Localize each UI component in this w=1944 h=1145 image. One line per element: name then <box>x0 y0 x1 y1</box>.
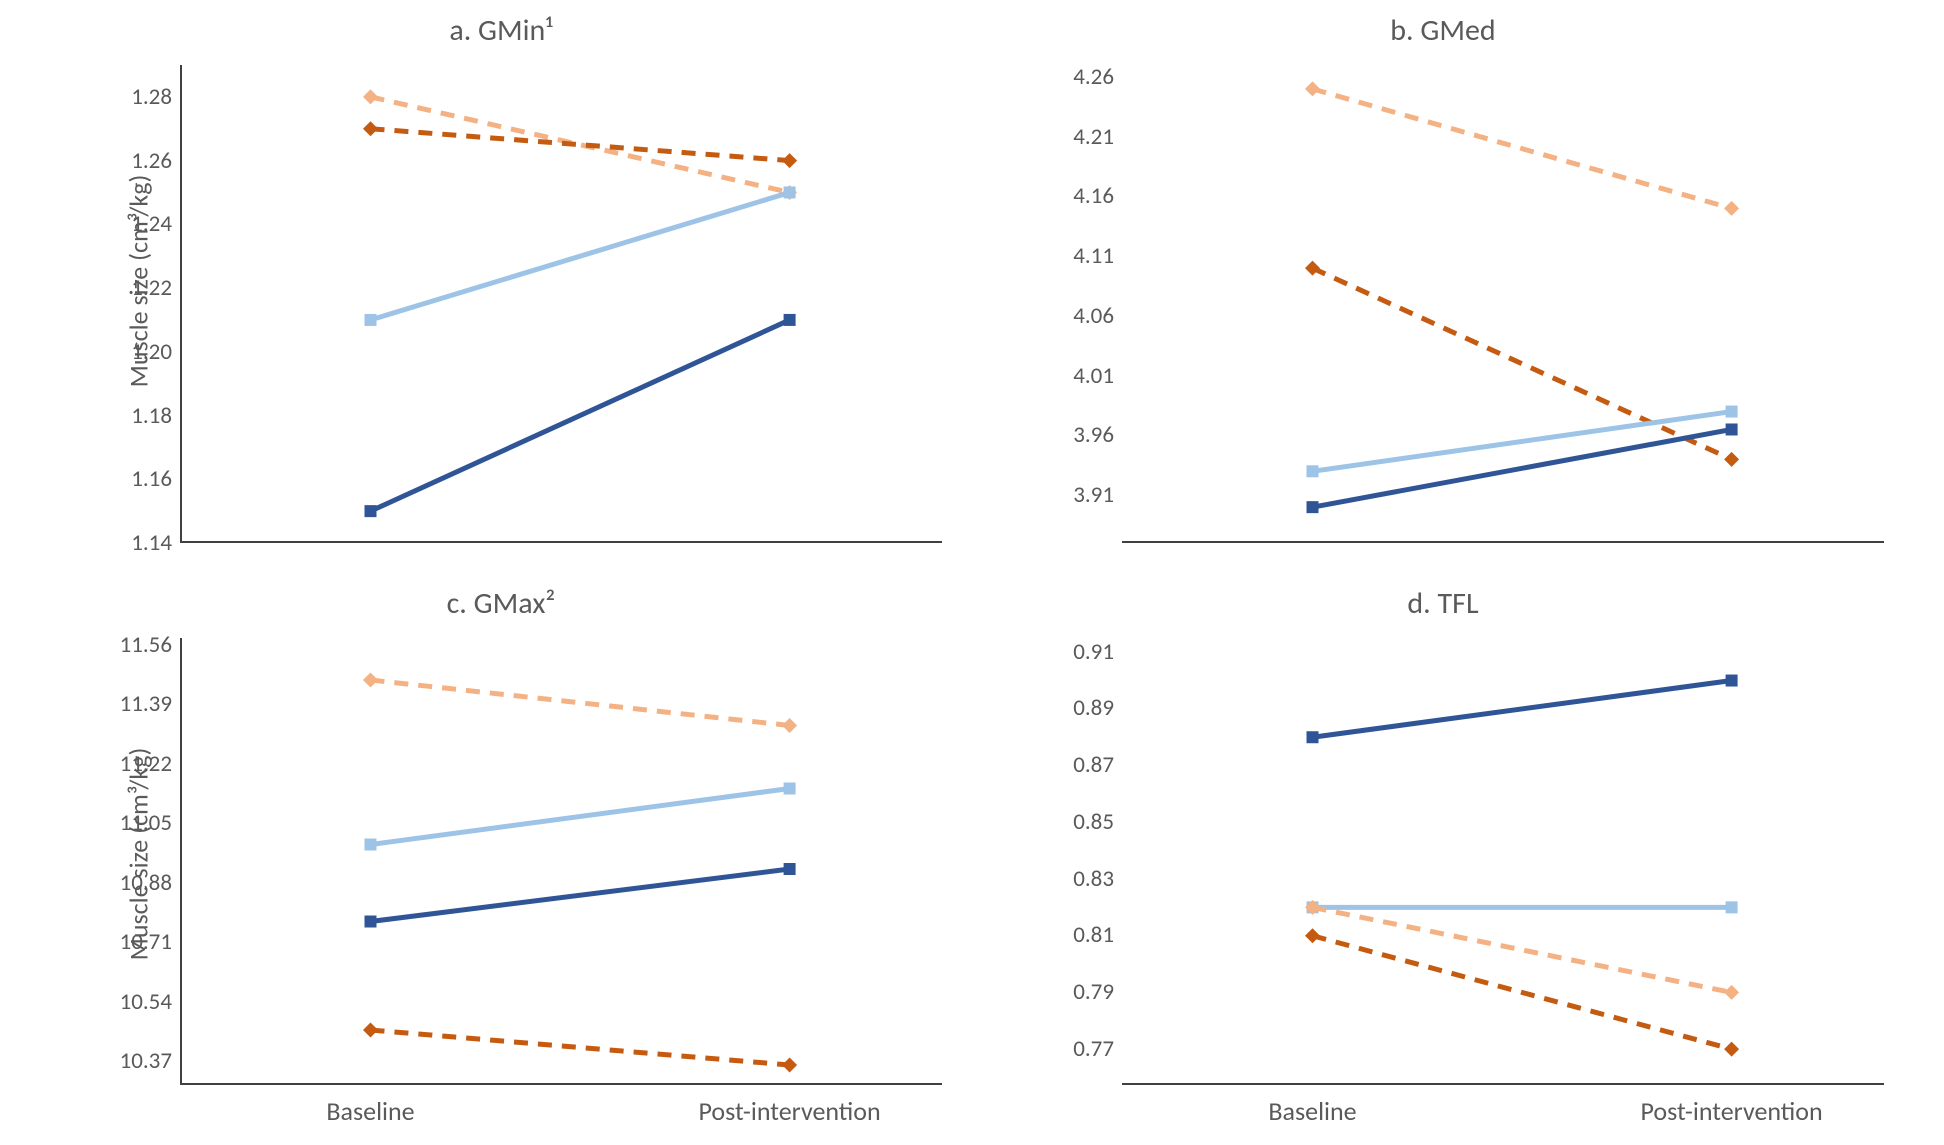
ytick-label: 0.91 <box>1073 638 1114 666</box>
series-line <box>371 320 790 511</box>
series-line <box>371 192 790 319</box>
ytick-label: 4.21 <box>1073 123 1114 151</box>
series-marker <box>1726 406 1738 418</box>
panel-a-lines <box>180 65 942 543</box>
xtick-label: Post-intervention <box>1641 1095 1823 1127</box>
xtick-label: Post-intervention <box>699 1095 881 1127</box>
series-line <box>371 788 790 844</box>
ytick-label: 10.54 <box>120 988 172 1016</box>
ytick-label: 4.11 <box>1073 242 1114 270</box>
ytick-label: 1.26 <box>131 147 172 175</box>
panel-c-title: c. GMax² <box>30 585 972 622</box>
panel-c: c. GMax² Muscle size (cm³/kg) 10.3710.54… <box>30 583 972 1126</box>
series-marker <box>1726 423 1738 435</box>
panel-b-lines <box>1122 65 1884 543</box>
series-marker <box>1724 984 1739 999</box>
panel-b-plot: 3.913.964.014.064.114.164.214.26 <box>1122 65 1884 543</box>
series-marker <box>1305 81 1320 96</box>
ytick-label: 4.26 <box>1073 63 1114 91</box>
ytick-label: 1.20 <box>131 338 172 366</box>
ytick-label: 10.37 <box>120 1047 172 1075</box>
series-line <box>1313 935 1732 1048</box>
ytick-label: 4.16 <box>1073 182 1114 210</box>
series-marker <box>363 672 378 687</box>
ytick-label: 4.06 <box>1073 302 1114 330</box>
series-marker <box>365 915 377 927</box>
series-marker <box>1307 465 1319 477</box>
series-marker <box>1724 452 1739 467</box>
panel-d-title: d. TFL <box>972 585 1914 622</box>
series-marker <box>1305 928 1320 943</box>
series-marker <box>1724 1041 1739 1056</box>
ytick-label: 0.77 <box>1073 1035 1114 1063</box>
series-marker <box>363 121 378 136</box>
series-marker <box>1724 201 1739 216</box>
ytick-label: 0.87 <box>1073 751 1114 779</box>
series-marker <box>784 186 796 198</box>
ytick-label: 10.71 <box>120 928 172 956</box>
series-marker <box>1726 901 1738 913</box>
ytick-label: 1.28 <box>131 83 172 111</box>
series-marker <box>784 863 796 875</box>
panel-a-title: a. GMin¹ <box>30 12 972 49</box>
series-marker <box>784 314 796 326</box>
series-line <box>1313 268 1732 459</box>
series-marker <box>782 718 797 733</box>
series-marker <box>1307 731 1319 743</box>
ytick-label: 11.56 <box>120 631 172 659</box>
series-line <box>371 97 790 193</box>
series-line <box>1313 680 1732 737</box>
series-marker <box>784 782 796 794</box>
ytick-label: 1.18 <box>131 402 172 430</box>
series-line <box>371 1030 790 1065</box>
ytick-label: 11.39 <box>120 690 172 718</box>
ytick-label: 0.81 <box>1073 921 1114 949</box>
series-marker <box>365 314 377 326</box>
series-marker <box>1726 674 1738 686</box>
ytick-label: 1.24 <box>131 210 172 238</box>
series-marker <box>365 505 377 517</box>
series-line <box>371 680 790 726</box>
ytick-label: 0.85 <box>1073 808 1114 836</box>
panel-c-plot: 10.3710.5410.7110.8811.0511.2211.3911.56… <box>180 638 942 1086</box>
series-marker <box>365 838 377 850</box>
ytick-label: 0.83 <box>1073 865 1114 893</box>
xtick-label: Baseline <box>326 1095 414 1127</box>
series-marker <box>363 89 378 104</box>
figure-grid: a. GMin¹ Muscle size (cm³/kg) 1.141.161.… <box>0 0 1944 1145</box>
ytick-label: 0.79 <box>1073 978 1114 1006</box>
panel-d-lines <box>1122 638 1884 1086</box>
ytick-label: 3.96 <box>1073 421 1114 449</box>
panel-b-title: b. GMed <box>972 12 1914 49</box>
ytick-label: 0.89 <box>1073 694 1114 722</box>
series-marker <box>782 153 797 168</box>
panel-c-lines <box>180 638 942 1086</box>
panel-a: a. GMin¹ Muscle size (cm³/kg) 1.141.161.… <box>30 10 972 553</box>
ytick-label: 1.22 <box>131 274 172 302</box>
series-line <box>1313 89 1732 208</box>
series-line <box>1313 907 1732 992</box>
ytick-label: 10.88 <box>120 869 172 897</box>
series-marker <box>782 1057 797 1072</box>
panel-d: d. TFL 0.770.790.810.830.850.870.890.91B… <box>972 583 1914 1126</box>
ytick-label: 4.01 <box>1073 362 1114 390</box>
series-marker <box>1307 501 1319 513</box>
ytick-label: 11.05 <box>120 809 172 837</box>
series-marker <box>363 1022 378 1037</box>
ytick-label: 11.22 <box>120 750 172 778</box>
panel-a-plot: 1.141.161.181.201.221.241.261.28 <box>180 65 942 543</box>
series-line <box>371 129 790 161</box>
series-line <box>371 869 790 922</box>
panel-b: b. GMed 3.913.964.014.064.114.164.214.26 <box>972 10 1914 553</box>
ytick-label: 3.91 <box>1073 481 1114 509</box>
series-marker <box>1305 261 1320 276</box>
panel-d-plot: 0.770.790.810.830.850.870.890.91Baseline… <box>1122 638 1884 1086</box>
xtick-label: Baseline <box>1268 1095 1356 1127</box>
ytick-label: 1.14 <box>131 529 172 557</box>
ytick-label: 1.16 <box>131 465 172 493</box>
